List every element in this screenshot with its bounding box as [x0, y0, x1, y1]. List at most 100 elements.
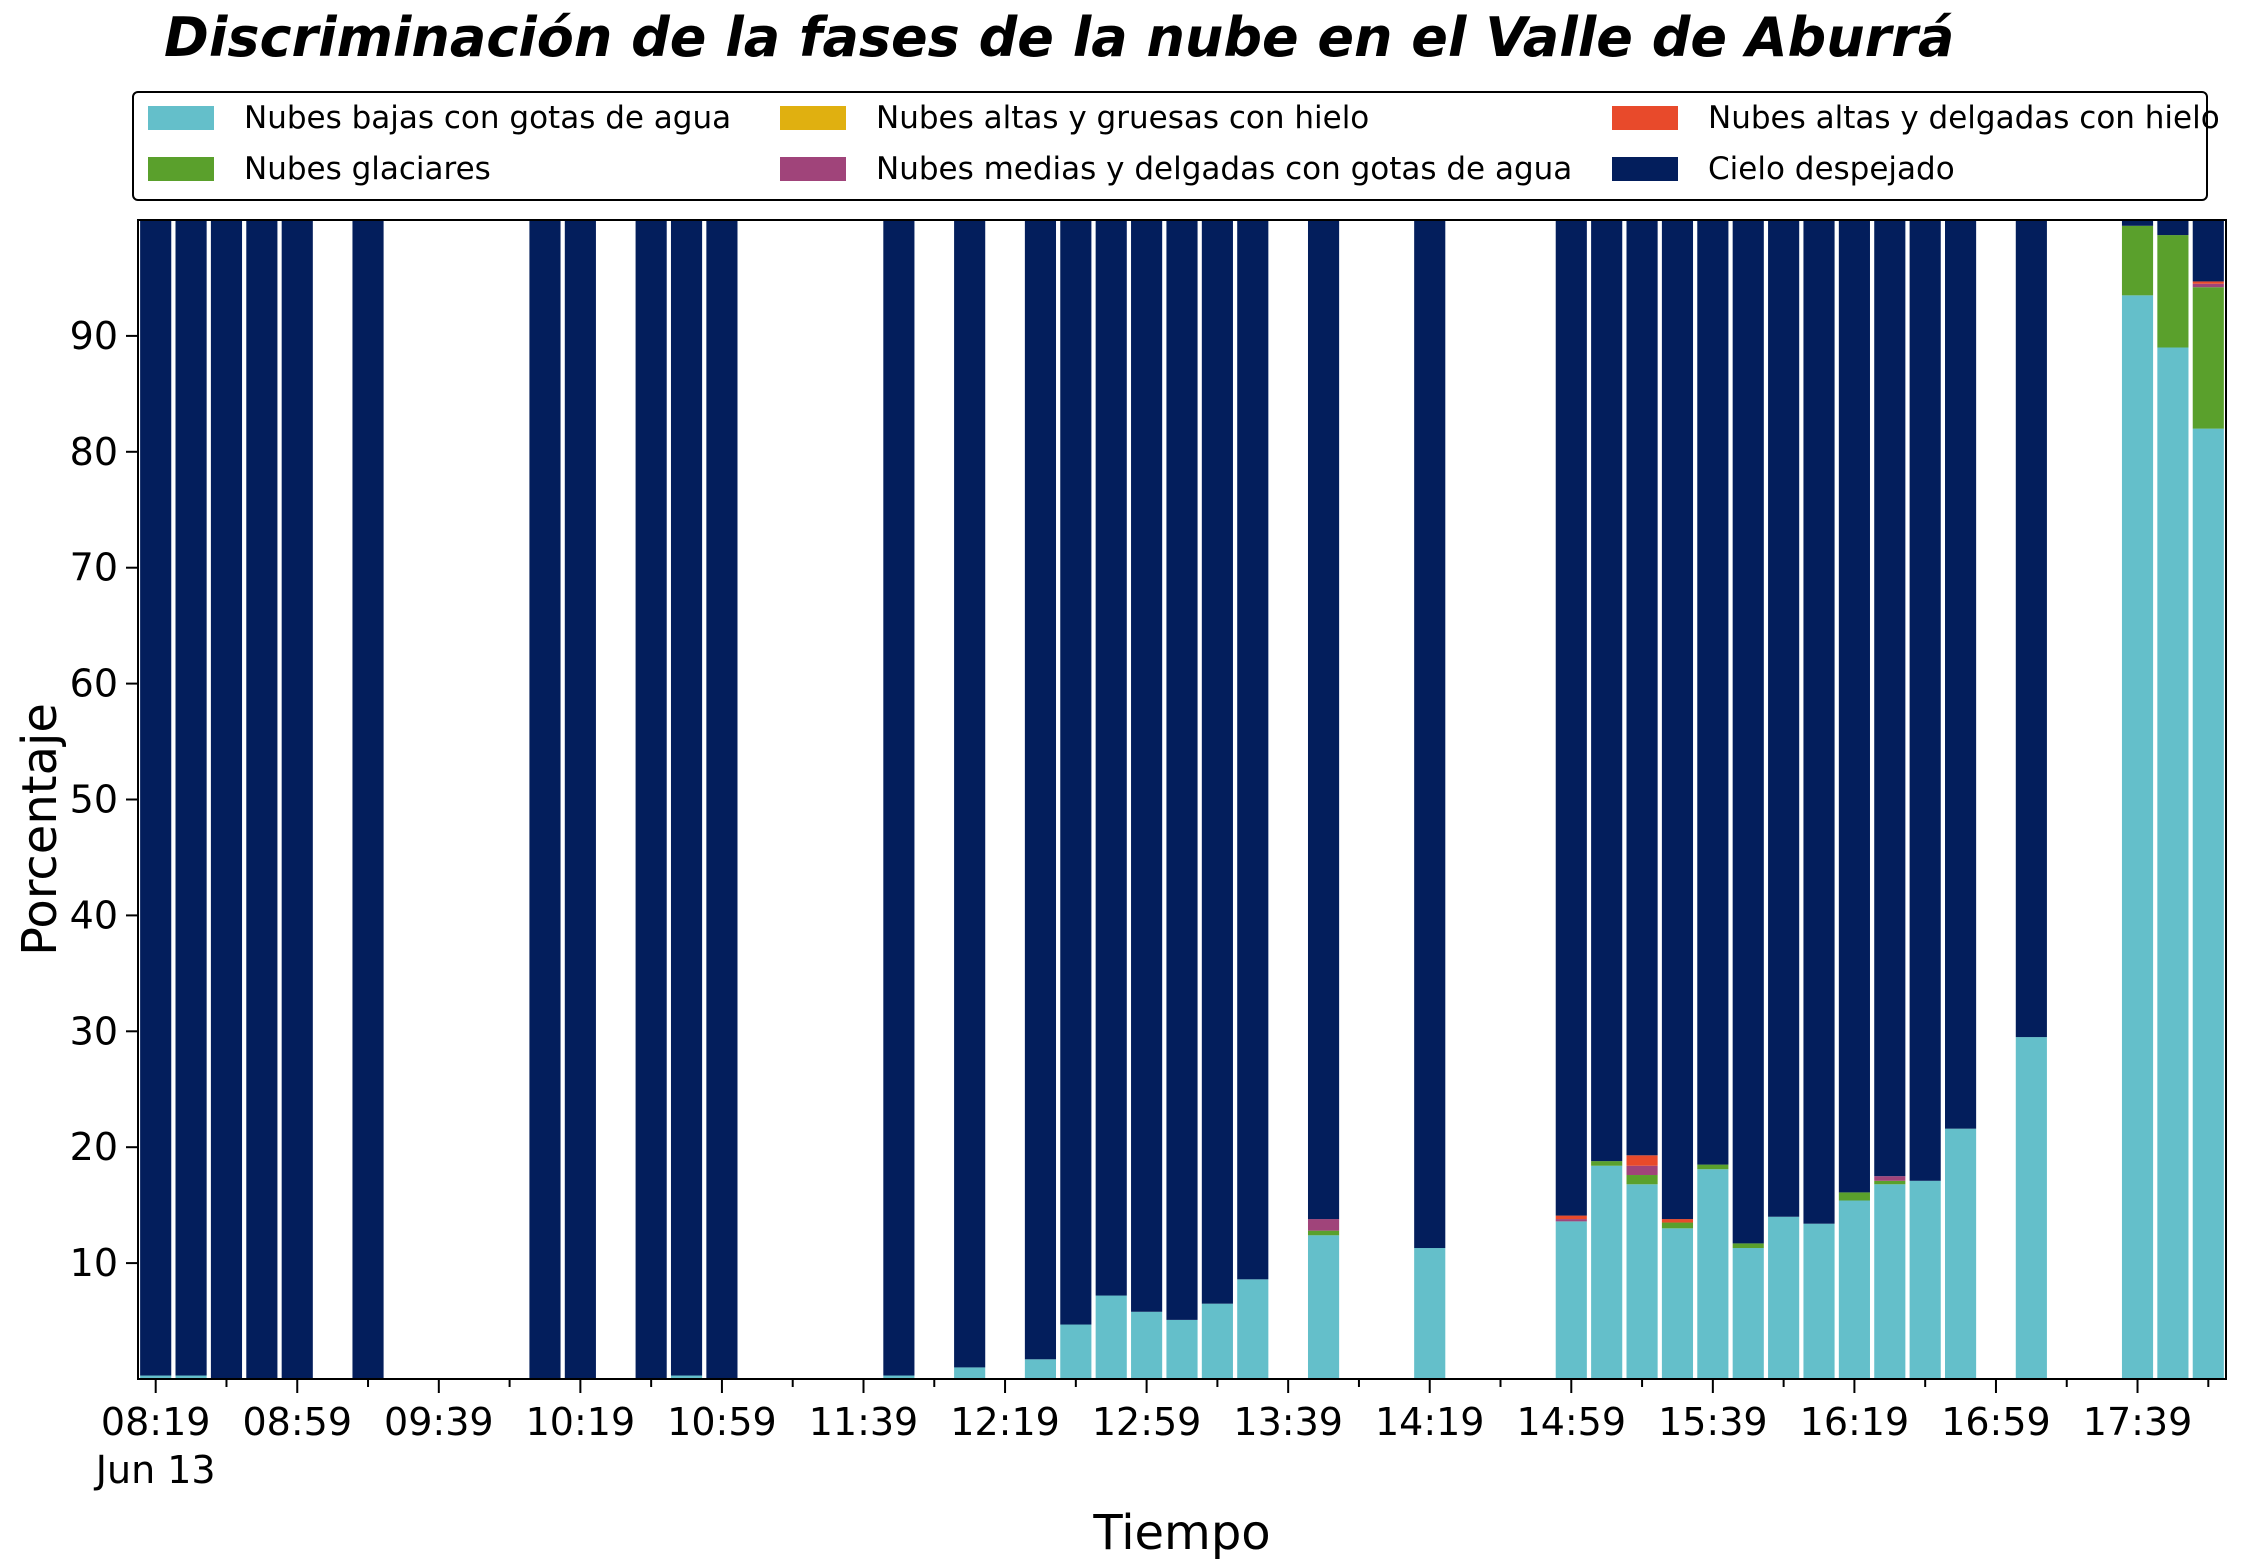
bars-layer — [140, 220, 2224, 1380]
bar-segment-0919-s5 — [352, 220, 384, 1379]
y-tick-label-60: 60 — [70, 662, 118, 706]
bar-segment-1519-s0 — [1626, 1184, 1658, 1379]
bar-segment-1459-s5 — [1555, 220, 1587, 1216]
x-tick-label-1539: 15:39 — [1658, 1400, 1768, 1444]
bar-segment-0819-s5 — [140, 220, 172, 1376]
bar-segment-1619-s5 — [1838, 220, 1870, 1193]
bar-segment-1459-s3 — [1555, 1219, 1587, 1222]
legend-item-nubes-bajas: Nubes bajas con gotas de agua — [148, 100, 731, 136]
bar-segment-1349-s5 — [1307, 220, 1340, 1220]
chart-title: Discriminación de la fases de la nube en… — [164, 6, 1955, 69]
legend-label-altas-gruesas-hielo: Nubes altas y gruesas con hielo — [876, 100, 1370, 136]
legend-label-cielo-despejado: Cielo despejado — [1708, 151, 1955, 187]
bar-segment-1149-s0 — [883, 1375, 915, 1379]
bar-segment-1149-s5 — [883, 220, 915, 1376]
bar-segment-1539-s0 — [1697, 1169, 1729, 1379]
bar-segment-0859-s5 — [281, 220, 313, 1379]
y-tick-label-10: 10 — [70, 1241, 118, 1285]
x-tick-label-1259: 12:59 — [1092, 1400, 1202, 1444]
bar-segment-1049-s0 — [670, 1375, 703, 1379]
bar-segment-1229-s0 — [1024, 1359, 1057, 1379]
legend-item-medias-delgadas-gotas: Nubes medias y delgadas con gotas de agu… — [780, 151, 1573, 187]
bar-segment-1759-s5 — [2192, 220, 2224, 282]
bar-segment-1759-s3 — [2192, 283, 2224, 288]
bar-segment-1509-s1 — [1591, 1161, 1623, 1166]
bar-segment-1539-s5 — [1697, 220, 1729, 1165]
bar-segment-1739-s0 — [2121, 295, 2154, 1380]
bar-segment-1529-s0 — [1661, 1228, 1694, 1379]
bar-segment-1749-s0 — [2157, 347, 2189, 1379]
bar-segment-1749-s1 — [2157, 235, 2189, 348]
bar-segment-1019-s5 — [564, 220, 596, 1379]
bar-segment-1739-s1 — [2121, 225, 2154, 296]
y-axis-title: Porcentaje — [12, 703, 68, 956]
y-tick-label-30: 30 — [70, 1009, 118, 1053]
legend-label-medias-delgadas-gotas: Nubes medias y delgadas con gotas de agu… — [876, 151, 1573, 187]
legend-swatch-altas-gruesas-hielo — [780, 106, 846, 130]
bar-segment-1059-s5 — [706, 220, 738, 1379]
bar-segment-1529-s1 — [1661, 1222, 1694, 1229]
bar-segment-1419-s0 — [1414, 1248, 1446, 1379]
x-tick-label-1459: 14:59 — [1517, 1400, 1627, 1444]
bar-segment-1259-s5 — [1131, 220, 1163, 1312]
bar-segment-1759-s4 — [2192, 281, 2224, 284]
bar-segment-1239-s5 — [1060, 220, 1092, 1325]
bar-segment-0849-s5 — [246, 220, 278, 1379]
legend-item-cielo-despejado: Cielo despejado — [1612, 151, 1955, 187]
legend-item-nubes-glaciares: Nubes glaciares — [148, 151, 491, 187]
x-tick-label-1059: 10:59 — [667, 1400, 777, 1444]
x-tick-label-1739: 17:39 — [2083, 1400, 2193, 1444]
bar-segment-1619-s1 — [1838, 1192, 1870, 1201]
x-tick-label-0819: 08:19 — [101, 1400, 211, 1444]
bar-segment-1229-s5 — [1024, 220, 1057, 1360]
x-date-label: Jun 13 — [94, 1448, 216, 1492]
bar-segment-1759-s1 — [2192, 287, 2224, 429]
bar-segment-1609-s5 — [1803, 220, 1835, 1224]
x-tick-label-1619: 16:19 — [1800, 1400, 1910, 1444]
bar-segment-1309-s0 — [1166, 1319, 1198, 1379]
bar-segment-1519-s3 — [1626, 1165, 1658, 1176]
legend-swatch-nubes-glaciares — [148, 157, 214, 181]
bar-segment-1319-s0 — [1201, 1303, 1233, 1379]
bar-segment-1559-s0 — [1768, 1216, 1800, 1379]
x-tick-label-0939: 09:39 — [384, 1400, 494, 1444]
bar-segment-1329-s0 — [1237, 1279, 1269, 1379]
bar-segment-1539-s1 — [1697, 1164, 1729, 1170]
y-tick-label-80: 80 — [70, 430, 118, 474]
legend-label-nubes-glaciares: Nubes glaciares — [244, 151, 491, 187]
bar-segment-1249-s5 — [1095, 220, 1127, 1296]
bar-segment-1549-s0 — [1732, 1248, 1764, 1379]
bar-segment-1349-s0 — [1307, 1235, 1340, 1379]
legend: Nubes bajas con gotas de agua Nubes glac… — [132, 91, 2220, 201]
bar-segment-1709-s5 — [2015, 220, 2047, 1038]
legend-item-altas-gruesas-hielo: Nubes altas y gruesas con hielo — [780, 100, 1370, 136]
bar-segment-1629-s1 — [1874, 1180, 1906, 1185]
y-tick-label-70: 70 — [70, 546, 118, 590]
bar-segment-1639-s0 — [1909, 1180, 1941, 1379]
bar-segment-1329-s5 — [1237, 220, 1269, 1280]
bar-segment-1209-s5 — [954, 220, 986, 1368]
x-axis-title: Tiempo — [1092, 1505, 1270, 1559]
bar-segment-0829-s0 — [175, 1375, 207, 1379]
bar-segment-1629-s0 — [1874, 1184, 1906, 1379]
bar-segment-1549-s1 — [1732, 1243, 1764, 1249]
bar-segment-1209-s0 — [954, 1367, 986, 1379]
y-tick-label-40: 40 — [70, 893, 118, 937]
bar-segment-0839-s5 — [210, 220, 243, 1379]
x-tick-label-1419: 14:19 — [1375, 1400, 1485, 1444]
bar-segment-1629-s5 — [1874, 220, 1906, 1177]
x-tick-label-1019: 10:19 — [526, 1400, 636, 1444]
bar-segment-1749-s5 — [2157, 220, 2189, 236]
bar-segment-1629-s3 — [1874, 1176, 1906, 1181]
bar-segment-1349-s3 — [1307, 1219, 1340, 1231]
bar-segment-1039-s5 — [635, 220, 667, 1379]
bar-segment-1349-s1 — [1307, 1230, 1340, 1236]
legend-item-altas-delgadas-hielo: Nubes altas y delgadas con hielo — [1612, 100, 2220, 136]
bar-segment-1509-s0 — [1591, 1165, 1623, 1379]
bar-segment-1319-s5 — [1201, 220, 1233, 1304]
bar-segment-0829-s5 — [175, 220, 207, 1376]
bar-segment-1459-s4 — [1555, 1215, 1587, 1220]
x-tick-label-1339: 13:39 — [1233, 1400, 1343, 1444]
x-tick-label-0859: 08:59 — [242, 1400, 352, 1444]
